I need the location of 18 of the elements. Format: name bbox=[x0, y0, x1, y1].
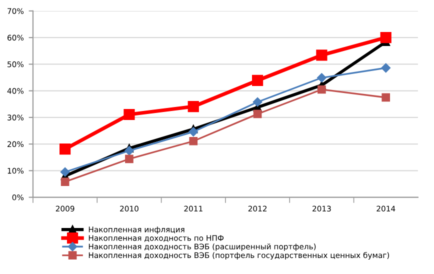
point bbox=[253, 110, 262, 118]
point bbox=[60, 144, 71, 155]
point bbox=[60, 167, 70, 177]
point bbox=[318, 85, 326, 94]
point bbox=[317, 73, 326, 82]
point bbox=[124, 108, 135, 120]
point bbox=[382, 93, 390, 102]
point bbox=[188, 100, 199, 112]
point bbox=[252, 74, 264, 86]
point bbox=[125, 154, 134, 164]
point bbox=[252, 97, 262, 107]
point bbox=[124, 146, 134, 156]
point bbox=[189, 136, 198, 146]
point bbox=[381, 63, 390, 73]
point bbox=[188, 127, 198, 136]
point bbox=[60, 178, 70, 186]
point bbox=[380, 32, 392, 44]
point bbox=[316, 50, 328, 61]
